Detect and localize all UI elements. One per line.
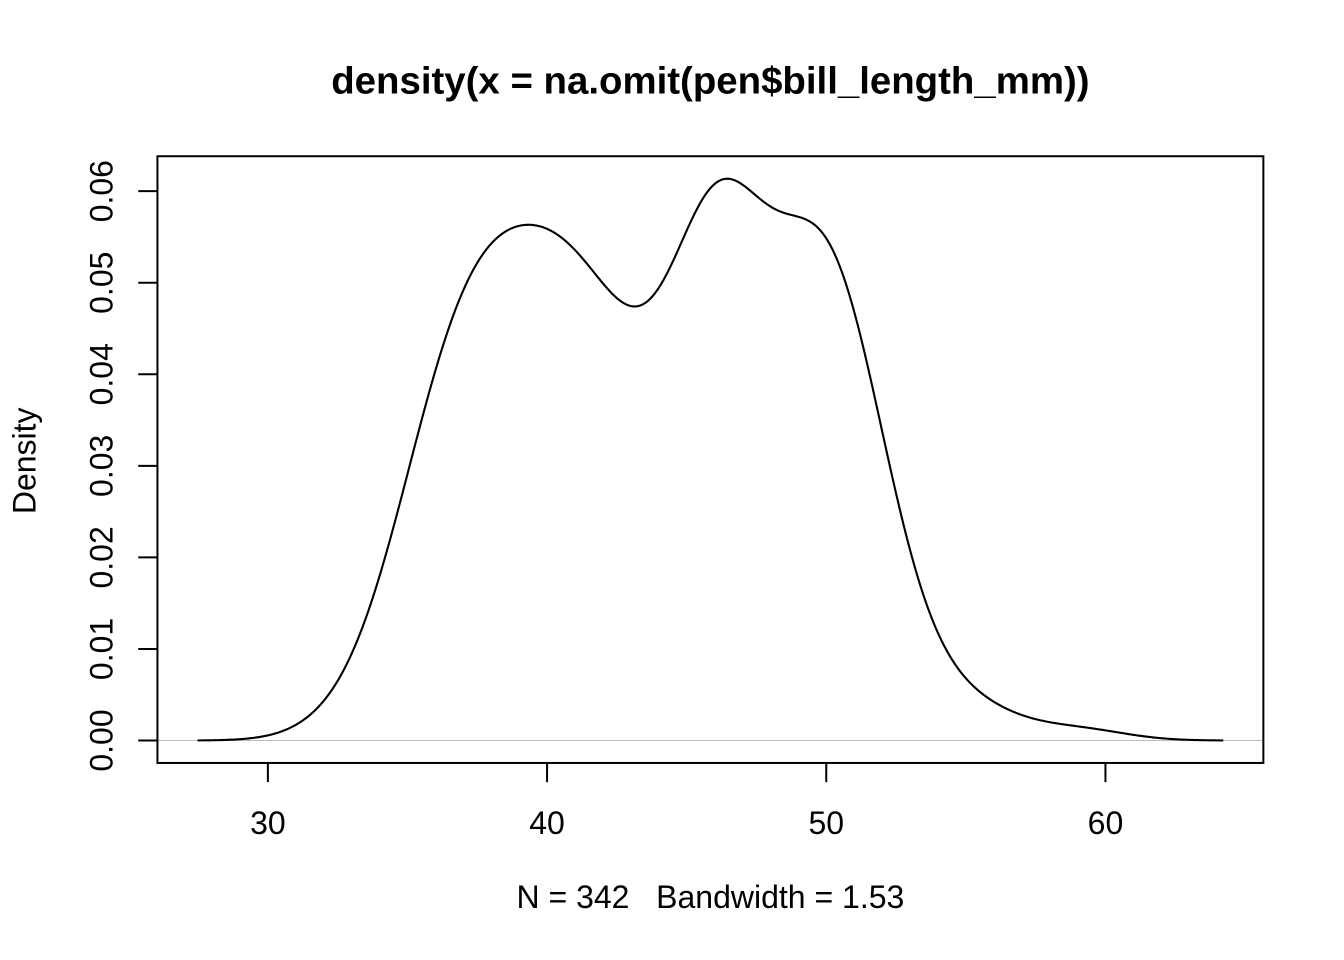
svg-text:0.02: 0.02: [83, 526, 119, 588]
svg-text:60: 60: [1088, 805, 1124, 841]
svg-text:0.03: 0.03: [83, 435, 119, 497]
svg-text:0.06: 0.06: [83, 160, 119, 222]
svg-text:N = 342 Bandwidth = 1.53: N = 342 Bandwidth = 1.53: [516, 879, 904, 915]
svg-text:30: 30: [250, 805, 286, 841]
svg-text:0.01: 0.01: [83, 618, 119, 680]
svg-text:density(x = na.omit(pen$bill_l: density(x = na.omit(pen$bill_length_mm)): [331, 59, 1089, 102]
svg-text:0.04: 0.04: [83, 343, 119, 405]
svg-text:50: 50: [808, 805, 844, 841]
svg-text:Density: Density: [7, 407, 43, 514]
svg-text:0.05: 0.05: [83, 252, 119, 314]
svg-text:40: 40: [529, 805, 565, 841]
svg-text:0.00: 0.00: [83, 709, 119, 771]
